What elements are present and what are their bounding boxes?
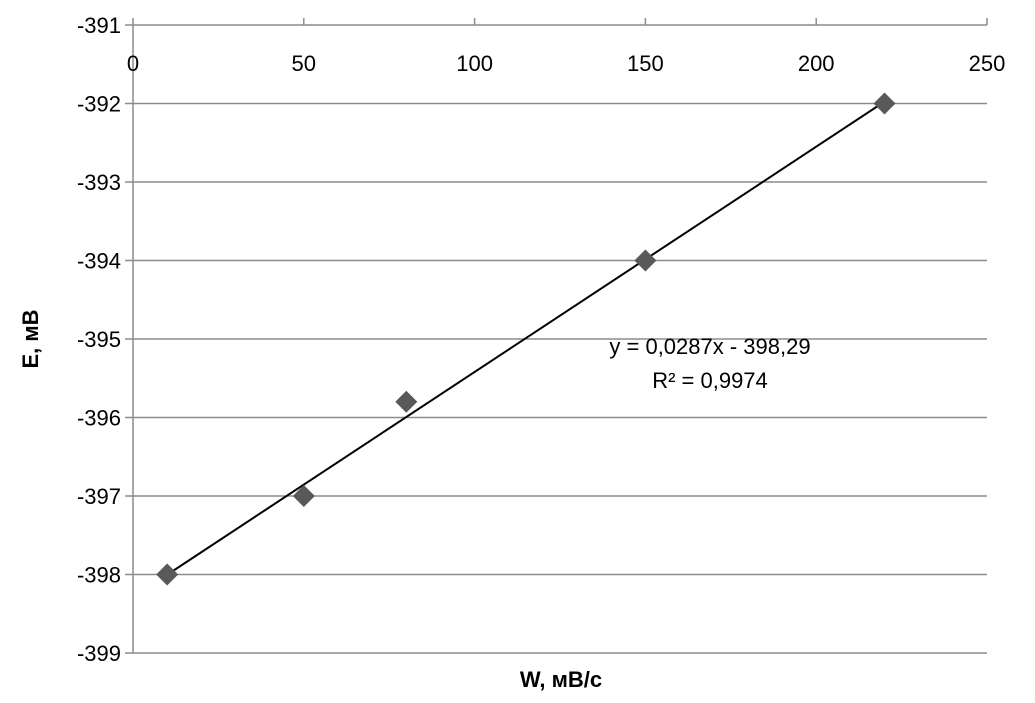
x-axis-title: W, мВ/с [520,667,602,692]
trendline [166,100,886,576]
x-tick-label: 50 [292,51,316,76]
y-tick-label: -396 [77,406,121,431]
data-point [395,390,418,413]
y-tick-label: -392 [77,92,121,117]
y-tick-label: -391 [77,13,121,38]
data-points [156,92,896,586]
y-tick-label: -399 [77,641,121,666]
x-tick-label: 0 [127,51,139,76]
x-tick-label: 150 [627,51,664,76]
y-axis-title: E, мВ [18,309,43,368]
data-point [634,249,657,272]
data-point [873,92,896,115]
y-tick-label: -398 [77,563,121,588]
y-tick-label: -395 [77,327,121,352]
trendline-equation: y = 0,0287x - 398,29 [609,334,810,359]
data-point [156,563,179,586]
axes [125,18,988,654]
data-point [292,485,315,507]
x-tick-label: 100 [456,51,493,76]
x-tick-label: 200 [798,51,835,76]
grid-lines [133,24,987,654]
y-tick-label: -397 [77,484,121,509]
tick-labels: -391 -392 -393 -394 -395 -396 -397 -398 -399 0 50 1… [77,13,1005,666]
x-tick-label: 250 [969,51,1006,76]
trendline-line [166,100,886,576]
y-tick-label: -394 [77,249,121,274]
y-tick-label: -393 [77,170,121,195]
trendline-r2: R² = 0,9974 [652,368,768,393]
